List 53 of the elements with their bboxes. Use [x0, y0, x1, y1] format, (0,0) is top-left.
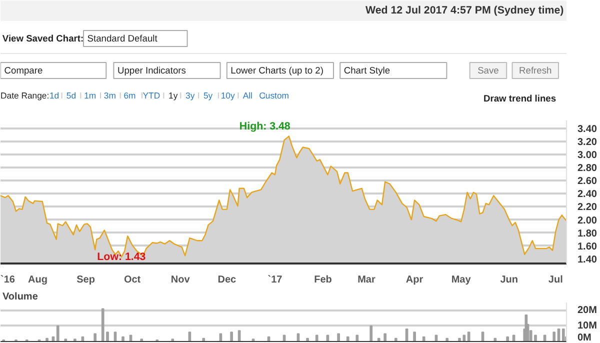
y-tick-label: 1.40: [578, 254, 598, 266]
x-tick-label: Jun: [500, 274, 518, 286]
text: YTD: [142, 90, 160, 100]
chart-subtitle: Wed 12 Jul 2017 4:57 PM (Sydney time): [365, 4, 564, 16]
text: 1m: [84, 90, 96, 100]
x-tick-label: Nov: [170, 274, 190, 286]
y-tick-label: 3.00: [578, 150, 598, 161]
x-tick-label: Dec: [218, 274, 237, 286]
text: Draw trend lines: [483, 94, 556, 104]
text: View Saved Chart:: [2, 34, 84, 44]
x-tick-label: Apr: [406, 274, 424, 286]
text: 5d: [66, 90, 76, 100]
x-tick-label: Oct: [124, 274, 142, 286]
y-tick-label: 3.40: [578, 124, 598, 135]
text: Date Range:: [0, 90, 50, 100]
y-tick-label: 10M: [578, 320, 597, 332]
text: Save: [478, 66, 499, 76]
y-tick-label: 2.80: [578, 163, 598, 174]
text: Upper Indicators: [117, 66, 186, 76]
text: Refresh: [519, 66, 552, 76]
x-tick-label: Aug: [28, 274, 48, 286]
text: 6m: [124, 90, 136, 100]
y-tick-label: 0M: [578, 332, 592, 343]
text: 3y: [186, 90, 196, 100]
x-tick-label: Mar: [358, 274, 376, 286]
annotation: Low: 1.43: [97, 250, 146, 263]
text: Compare: [4, 66, 43, 76]
y-tick-label: 1.80: [578, 228, 598, 240]
text: Standard Default: [87, 34, 158, 44]
x-tick-label: `17: [268, 274, 283, 286]
text: 3m: [104, 90, 116, 100]
y-tick-label: 1.60: [578, 241, 598, 252]
y-tick-label: 3.20: [578, 136, 598, 148]
annotation: High: 3.48: [239, 120, 290, 132]
y-tick-label: 2.20: [578, 202, 598, 214]
text: Chart Style: [344, 66, 390, 76]
text: Custom: [259, 90, 289, 100]
text: 10y: [220, 90, 236, 100]
y-tick-label: 2.00: [578, 215, 598, 226]
text: 1d: [49, 90, 60, 100]
y-tick-label: 2.60: [578, 176, 598, 188]
y-tick-label: 20M: [578, 304, 597, 316]
text: 1y: [168, 90, 178, 100]
x-tick-label: Jul: [548, 274, 564, 286]
text: Lower Charts (up to 2): [230, 66, 324, 76]
x-tick-label: May: [451, 274, 472, 286]
text: All: [242, 90, 253, 100]
x-tick-label: `16: [0, 274, 16, 286]
y-tick-label: 2.40: [578, 189, 598, 200]
text: 5y: [203, 90, 214, 100]
x-tick-label: Sep: [76, 274, 95, 286]
x-tick-label: Feb: [314, 274, 332, 286]
chart-title: Volume: [2, 292, 38, 302]
